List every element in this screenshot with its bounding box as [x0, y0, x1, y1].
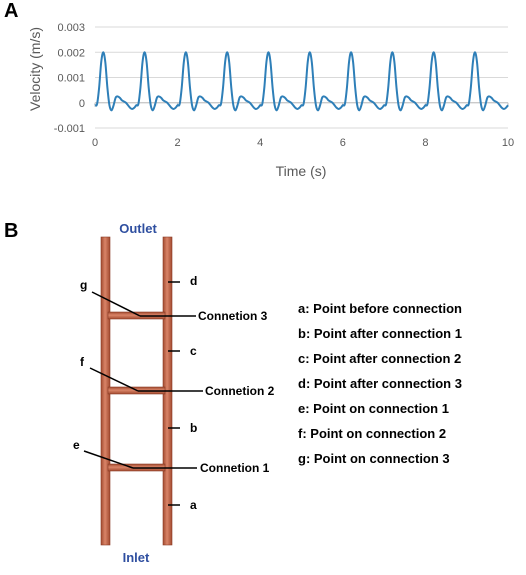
point-g-leader — [91, 291, 141, 317]
legend-item-f: f: Point on connection 2 — [298, 426, 447, 441]
velocity-series-line — [94, 51, 509, 112]
point-a-label: a — [190, 498, 197, 512]
point-e-leader — [83, 450, 134, 469]
point-c-label: c — [190, 344, 197, 358]
point-g-label: g — [80, 278, 87, 292]
chart-tick-labels: -0.001 0 0.001 0.002 0.003 0 2 4 6 8 10 — [54, 22, 514, 149]
point-b-label: b — [190, 421, 197, 435]
panel-b-label: B — [4, 220, 19, 242]
x-tick-label: 10 — [502, 137, 514, 149]
y-tick-label: 0.003 — [57, 22, 85, 34]
legend-item-d: d: Point after connection 3 — [298, 376, 462, 391]
x-axis-label: Time (s) — [276, 163, 327, 179]
y-tick-label: 0.002 — [57, 47, 85, 59]
x-tick-label: 4 — [257, 137, 263, 149]
y-tick-label: -0.001 — [54, 123, 85, 135]
legend-item-a: a: Point before connection — [298, 301, 462, 316]
point-d-label: d — [190, 274, 197, 288]
y-tick-label: 0.001 — [57, 73, 85, 85]
legend-item-e: e: Point on connection 1 — [298, 401, 449, 416]
connection-3-label: Connetion 3 — [198, 309, 268, 323]
legend-item-c: c: Point after connection 2 — [298, 351, 462, 366]
y-axis-label: Velocity (m/s) — [27, 27, 43, 111]
legend-item-b: b: Point after connection 1 — [298, 326, 462, 341]
x-tick-label: 2 — [175, 137, 181, 149]
y-tick-label: 0 — [79, 98, 85, 110]
outlet-label: Outlet — [119, 221, 157, 236]
point-f-label: f — [80, 355, 85, 369]
connection-1-label: Connetion 1 — [200, 461, 270, 475]
point-e-label: e — [73, 438, 80, 452]
connection-2-label: Connetion 2 — [205, 384, 275, 398]
velocity-chart: -0.001 0 0.001 0.002 0.003 0 2 4 6 8 10 Time (s) V… — [27, 22, 514, 179]
inlet-label: Inlet — [123, 550, 150, 565]
x-tick-label: 6 — [340, 137, 346, 149]
panel-a-label: A — [4, 0, 19, 22]
x-tick-label: 0 — [92, 137, 98, 149]
point-f-leader — [89, 367, 139, 392]
x-tick-label: 8 — [422, 137, 428, 149]
legend-item-g: g: Point on connection 3 — [298, 451, 450, 466]
